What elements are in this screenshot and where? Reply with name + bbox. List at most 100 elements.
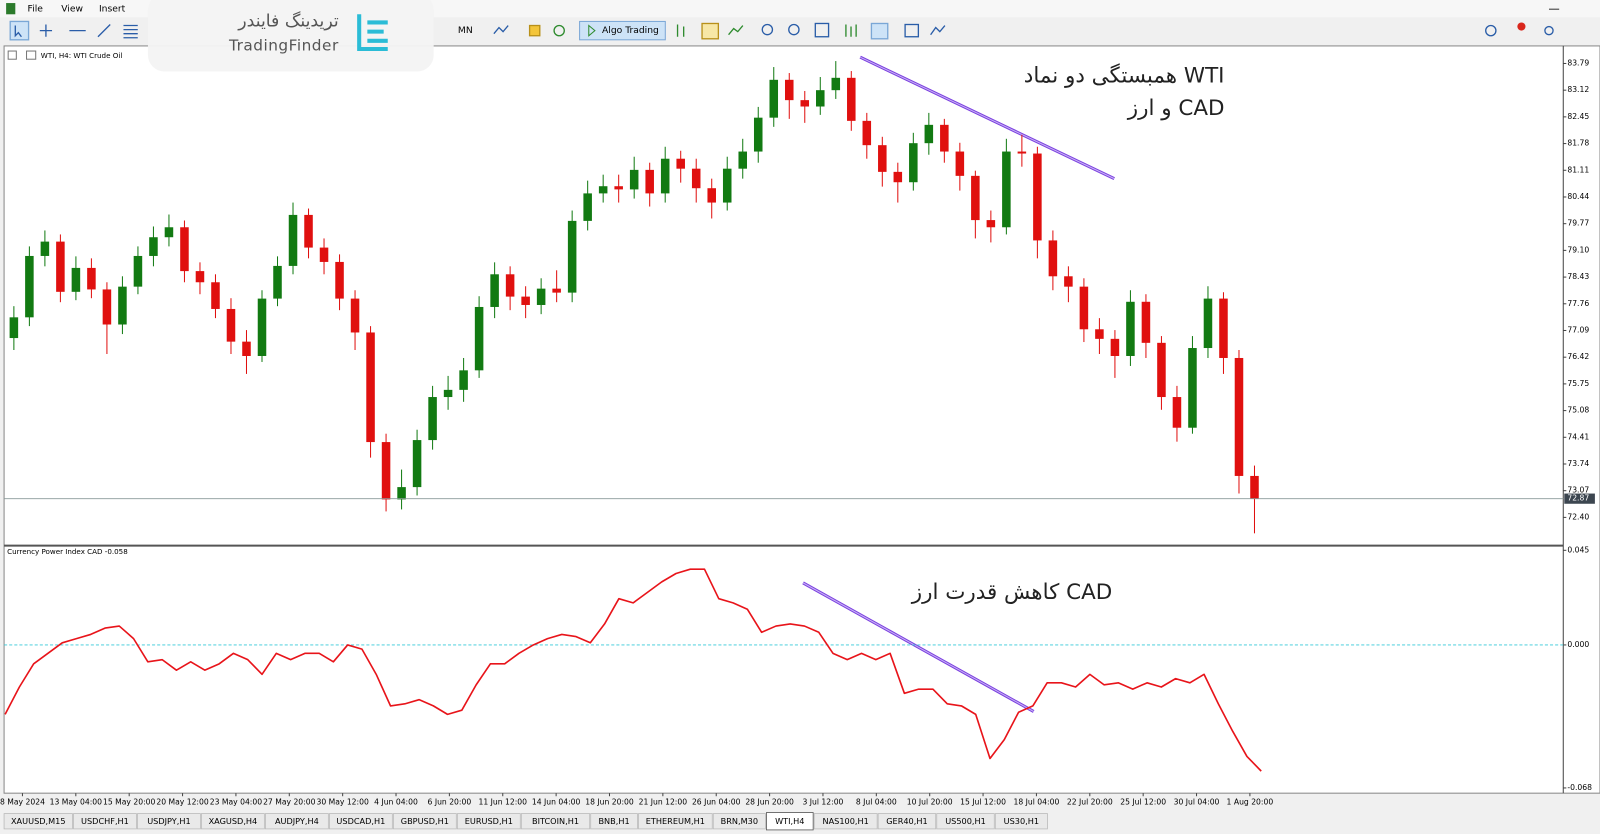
period-button[interactable] [448,21,480,40]
x-tick-label: 23 May 04:00 [210,797,263,806]
symbol-tab[interactable]: USDCAD,H1 [328,813,393,830]
chart-marks: 83.79 83.12 82.45 81.78 81.11 80.44 79.77 79.10… [0,58,1595,806]
tab-label: EURUSD,H1 [465,816,513,826]
last-price-label: 72.87 [1567,494,1589,503]
candle-body [1157,342,1166,398]
symbol-tab[interactable]: NAS100,H1 [813,813,878,830]
scroll-button[interactable] [845,24,857,37]
y-tick-label: 81.78 [1567,139,1589,148]
symbol-tab[interactable]: XAGUSD,H4 [201,813,265,830]
menu-item[interactable]: View [61,4,83,15]
logo-text-fa: تریدینگ فایندر [237,10,339,31]
candles-button[interactable] [701,22,720,40]
candle-body [816,90,825,107]
candle-body [25,255,34,318]
candle-body [40,241,50,256]
tab-label: AUDJPY,H4 [275,816,319,826]
candle-body [645,169,654,194]
profile-button[interactable] [1544,25,1554,36]
symbol-icon [7,50,17,60]
x-tick-label: 30 May 12:00 [316,797,369,806]
candle-body [1064,276,1073,287]
symbol-tab[interactable]: ETHEREUM,H1 [638,813,713,830]
trendline-button[interactable] [97,24,111,38]
cursor-button[interactable] [9,20,30,41]
tab-bg [137,813,201,830]
x-tick-label: 8 May 2024 [0,797,45,806]
x-tick-label: 11 Jun 12:00 [478,797,527,806]
candle-body [521,296,530,305]
y-tick-label: 77.09 [1567,325,1589,334]
symbol-tab[interactable]: US30,H1 [994,813,1048,830]
x-tick-label: 30 Jul 04:00 [1174,797,1220,806]
symbol-tab[interactable]: GBPUSD,H1 [392,813,457,830]
x-tick-label: 22 Jul 20:00 [1067,797,1113,806]
symbol-tab[interactable]: XAUUSD,M15 [3,813,73,830]
x-tick-label: 25 Jul 12:00 [1120,797,1166,806]
screenshot-button[interactable] [904,23,920,38]
bars-button[interactable] [676,24,685,37]
candle-body [660,158,670,194]
candle-body [1188,348,1197,428]
cursor-icon [14,25,22,38]
symbol-tab[interactable]: USDCHF,H1 [73,813,137,830]
candle-body [1172,397,1182,428]
candle-body [1002,151,1011,228]
fibo-button[interactable] [123,24,138,39]
tab-label: BITCOIN,H1 [532,816,579,826]
tile-button[interactable] [814,22,830,38]
zoom-in-button[interactable] [761,23,774,36]
indicators-button[interactable] [930,25,946,36]
menu-item[interactable]: Insert [99,4,126,15]
search-button[interactable] [1485,24,1497,37]
y-tick-label: 0.045 [1567,545,1589,554]
symbol-tab[interactable]: USDJPY,H1 [137,813,201,830]
menu-item[interactable]: File [28,4,44,15]
tab-bg [520,813,591,830]
crosshair-button[interactable] [39,24,53,37]
symbol-tab[interactable]: US500,H1 [936,813,995,830]
candle-body [319,247,329,262]
y-tick-label: 73.07 [1567,486,1589,495]
candle-body [490,274,499,307]
candle-body [1110,338,1120,356]
candle-body [443,389,453,398]
new-order-button[interactable] [528,24,541,37]
candle-body [629,169,639,190]
tab-label: USDCHF,H1 [81,816,129,826]
x-tick-label: 6 Jun 20:00 [428,797,472,806]
symbol-tab[interactable]: BITCOIN,H1 [520,813,591,830]
tab-bg [813,813,878,830]
logo-panel [147,0,434,72]
algo-trading-button[interactable] [579,20,666,41]
candle-body [940,124,949,152]
signals-button[interactable] [553,24,565,37]
candle-body [71,267,81,292]
y-tick-label: 77.76 [1567,299,1589,308]
candle-body [1048,240,1058,277]
candle-body [1079,286,1089,330]
shift-button[interactable] [870,22,889,40]
zoom-out-button[interactable] [788,23,800,36]
symbol-tab[interactable]: EURUSD,H1 [456,813,521,830]
candle-body [195,271,205,283]
chart-type-button[interactable] [493,25,509,35]
candle-body [304,214,313,248]
symbol-tab[interactable]: WTI,H4 [766,812,814,831]
tab-bg [392,813,457,830]
x-tick-label: 15 May 20:00 [103,797,156,806]
candle-body [862,120,872,146]
x-tick-label: 14 Jun 04:00 [532,797,581,806]
tab-label: BRN,M30 [721,816,758,826]
chart-frame [3,45,1600,794]
symbol-tab[interactable]: BRN,M30 [712,813,766,830]
candle-body [505,274,515,297]
y-tick-label: 83.79 [1567,58,1589,67]
symbol-tab[interactable]: BNB,H1 [590,813,638,830]
symbol-tab[interactable]: GER40,H1 [877,813,937,830]
line-button[interactable] [728,25,744,36]
candle-body [831,77,841,91]
y-tick-label: 79.77 [1567,219,1589,228]
symbol-tab[interactable]: AUDJPY,H4 [265,813,329,830]
